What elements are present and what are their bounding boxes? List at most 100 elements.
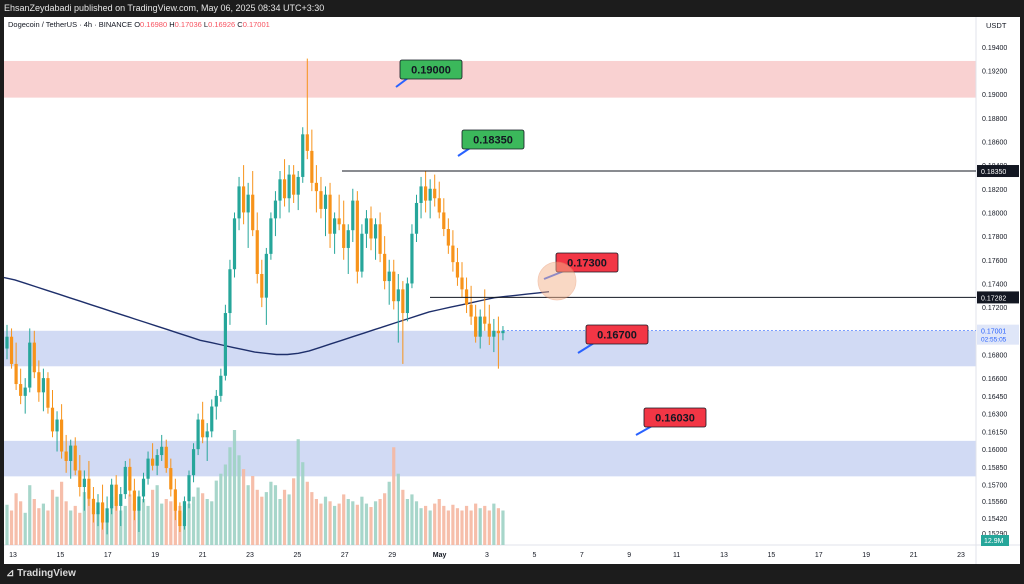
volume-bar [223, 464, 227, 545]
y-tick-label: 0.16800 [982, 352, 1007, 359]
volume-bar [424, 505, 428, 545]
candle-body [310, 150, 314, 183]
y-tick-label: 0.18000 [982, 210, 1007, 217]
candle-body [164, 446, 168, 469]
x-tick-label: 23 [246, 552, 254, 559]
annotation-label-3: 0.16700 [597, 330, 637, 342]
volume-bar [455, 508, 460, 545]
price-tag-label-1: 0.17282 [981, 295, 1006, 302]
volume-bar [346, 499, 350, 545]
volume-bar [5, 504, 9, 545]
volume-bar [383, 493, 387, 545]
annotation-box-3 [585, 324, 649, 345]
volume-bar [64, 501, 68, 545]
volume-bar [373, 501, 378, 545]
volume-bar [41, 503, 45, 545]
volume-bar [264, 492, 268, 545]
volume-bar [273, 485, 278, 545]
candle-body [91, 498, 96, 515]
candle-body [337, 218, 341, 225]
candle-body [28, 342, 32, 388]
candle-body [37, 372, 41, 393]
x-tick-label: 21 [910, 552, 918, 559]
annotation-label-0: 0.19000 [411, 65, 451, 77]
y-tick-label: 0.16600 [982, 376, 1007, 383]
volume-bar [487, 510, 491, 545]
volume-bar [151, 489, 155, 545]
volume-bar [201, 493, 205, 545]
candle-body [123, 466, 127, 495]
volume-bar [392, 447, 396, 545]
volume-bar [110, 496, 114, 545]
volume-bar [210, 501, 214, 545]
candle-body [478, 316, 482, 337]
candle-body [392, 271, 396, 302]
volume-bar [474, 503, 478, 545]
candle-body [214, 395, 218, 407]
volume-bar [319, 503, 323, 545]
price-chart[interactable]: 0.194000.192000.190000.188000.186000.184… [3, 17, 1020, 564]
candle-body [442, 212, 446, 230]
volume-bar [232, 430, 237, 545]
chart-canvas[interactable]: 0.194000.192000.190000.188000.186000.184… [3, 17, 1020, 564]
y-tick-label: 0.15420 [982, 516, 1007, 523]
volume-bar [478, 508, 482, 545]
y-tick-label: 0.17200 [982, 305, 1007, 312]
candle-body [419, 186, 423, 203]
annotation-arrow-4 [635, 425, 653, 436]
volume-bar [132, 503, 136, 545]
volume-bar [237, 455, 241, 545]
volume-bar [269, 481, 273, 545]
candle-body [496, 330, 500, 334]
candle-body [223, 313, 227, 376]
volume-bar [501, 510, 505, 545]
symbol-legend: Dogecoin / TetherUS · 4h · BINANCE O0.16… [8, 20, 270, 29]
candle-body [351, 200, 355, 231]
volume-bar [205, 499, 209, 545]
current-price-label: 0.17001 [981, 329, 1006, 336]
volume-bar [128, 494, 132, 545]
volume-bar [301, 462, 305, 545]
y-tick-label: 0.16450 [982, 394, 1007, 401]
volume-bar [333, 505, 337, 545]
x-tick-label: 19 [862, 552, 870, 559]
volume-badge-label: 12.9M [984, 538, 1004, 545]
candle-body [9, 336, 14, 364]
candle-body [187, 475, 191, 502]
candle-body [105, 508, 109, 523]
candle-body [483, 316, 487, 324]
candle-body [296, 176, 300, 195]
volume-bar [87, 499, 91, 545]
volume-bar [91, 508, 96, 545]
candle-body [360, 233, 364, 272]
candle-body [55, 419, 59, 432]
volume-bar [82, 492, 86, 545]
volume-bar [251, 476, 255, 545]
candle-body [255, 230, 259, 274]
y-tick-label: 0.19000 [982, 92, 1007, 99]
candle-body [264, 253, 268, 298]
volume-bar [46, 510, 50, 545]
tradingview-logo[interactable]: ⊿ TradingView [6, 564, 76, 584]
volume-bar [328, 501, 332, 545]
volume-bar [9, 510, 14, 545]
y-tick-label: 0.15290 [982, 531, 1007, 538]
candle-body [228, 269, 232, 314]
volume-bar [255, 489, 259, 545]
zone-0 [4, 60, 976, 98]
volume-bar [442, 505, 446, 545]
candle-body [355, 200, 359, 272]
candle-body [446, 229, 450, 246]
candle-body [128, 466, 132, 491]
candle-body [182, 501, 187, 527]
volume-bar [260, 496, 264, 545]
candle-body [73, 445, 77, 471]
volume-bar [451, 504, 455, 545]
candle-body [474, 316, 478, 337]
current-price-bg [977, 324, 1019, 345]
volume-bar [323, 496, 328, 545]
volume-bar [96, 510, 100, 545]
x-tick-label: 7 [580, 552, 584, 559]
candle-body [364, 218, 369, 234]
candle-body [46, 378, 50, 408]
